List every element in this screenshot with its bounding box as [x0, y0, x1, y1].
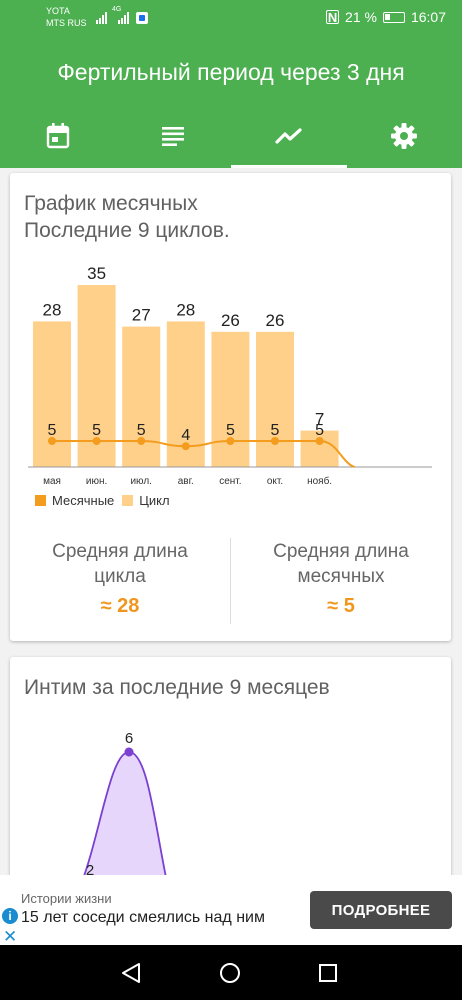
- ad-more-button[interactable]: ПОДРОБНЕЕ: [310, 891, 452, 929]
- chart-icon: [275, 127, 302, 144]
- status-bar: YOTA MTS RUS 4G N 21 % 16:07: [0, 0, 462, 35]
- legend-period-swatch: [35, 495, 46, 506]
- tab-settings[interactable]: [347, 103, 462, 168]
- tab-bar: [0, 103, 462, 168]
- calendar-icon: [46, 122, 69, 148]
- period-point-label: 5: [92, 422, 101, 439]
- carrier-1: YOTA: [46, 6, 70, 16]
- avg-period-stat: Средняя длина месячных ≈ 5: [231, 539, 451, 618]
- cycle-bar: [33, 321, 71, 467]
- home-icon[interactable]: [219, 962, 241, 984]
- x-tick-label: окт.: [267, 476, 283, 487]
- period-point: [48, 437, 56, 445]
- gear-icon: [391, 122, 418, 149]
- cycles-card-title: График месячных Последние 9 циклов.: [24, 190, 230, 244]
- period-point-label: 5: [315, 422, 324, 439]
- avg-cycle-stat: Средняя длина цикла ≈ 28: [10, 539, 230, 618]
- cycle-bar: [256, 331, 294, 467]
- cycle-bar: [77, 285, 116, 467]
- cycle-bar-label: 35: [87, 264, 106, 283]
- legend-cycle-swatch: [122, 495, 134, 506]
- app-title: Фертильный период через 3 дня: [57, 59, 405, 85]
- x-tick-label: июл.: [130, 476, 151, 487]
- period-point-label: 5: [271, 422, 280, 439]
- period-point: [271, 437, 279, 445]
- cycles-title-line2: Последние 9 циклов.: [24, 219, 230, 242]
- cycle-bar-label: 7: [315, 410, 324, 429]
- cycle-bar: [211, 331, 250, 467]
- system-nav-bar: [0, 945, 462, 1000]
- cycles-title-line1: График месячных: [24, 192, 198, 215]
- app-bar: Фертильный период через 3 дня: [0, 35, 462, 168]
- intimacy-chart: 6 2: [79, 730, 169, 888]
- x-tick-label: авг.: [178, 476, 194, 487]
- cycle-bar-label: 28: [43, 300, 62, 319]
- intimacy-peak-point: [124, 747, 134, 757]
- avg-period-label: Средняя длина месячных: [273, 541, 409, 587]
- period-line: [52, 440, 356, 468]
- back-icon[interactable]: [120, 962, 142, 984]
- cycle-bar-label: 26: [266, 311, 285, 330]
- period-point: [92, 437, 101, 445]
- avg-cycle-label: Средняя длина цикла: [52, 541, 188, 587]
- legend-cycle-label: Цикл: [139, 493, 170, 508]
- signal-icon: [96, 12, 148, 24]
- ad-info-icon[interactable]: i: [2, 908, 18, 924]
- period-point: [137, 437, 146, 445]
- cycle-bar: [300, 430, 339, 467]
- chart-legend: Месячные Цикл: [35, 493, 170, 508]
- ad-subtitle: Истории жизни: [21, 891, 112, 906]
- ad-close-icon[interactable]: ✕: [3, 927, 18, 946]
- cycles-chart: 28 35 27 28 26 26 7 мая июн. июл. авг. сент. окт. ноя…: [28, 264, 432, 487]
- tab-list[interactable]: [116, 103, 232, 168]
- period-point: [226, 437, 235, 445]
- avg-period-value: ≈ 5: [327, 595, 355, 617]
- cycles-card: График месячных Последние 9 циклов. 28 35…: [10, 173, 451, 641]
- carrier-2: MTS RUS: [46, 18, 87, 28]
- period-point: [315, 437, 324, 445]
- period-point-label: 5: [137, 422, 146, 439]
- recents-icon[interactable]: [318, 963, 338, 983]
- period-point: [181, 442, 190, 451]
- cycle-bar-label: 27: [132, 306, 151, 325]
- intimacy-area: [80, 752, 168, 887]
- cycle-bar-label: 28: [176, 300, 195, 319]
- intimacy-card: Интим за последние 9 месяцев 6 2: [10, 657, 451, 917]
- tab-calendar[interactable]: [0, 103, 116, 168]
- x-tick-label: сент.: [219, 476, 241, 487]
- period-point-label: 5: [226, 422, 235, 439]
- legend-period-label: Месячные: [52, 493, 115, 508]
- x-tick-label: нояб.: [307, 475, 332, 487]
- battery-percent: 21 %: [345, 9, 377, 25]
- intimacy-peak-label: 6: [125, 730, 133, 747]
- tab-chart[interactable]: [231, 103, 347, 168]
- period-point-label: 4: [181, 427, 190, 444]
- list-icon: [162, 126, 185, 146]
- intimacy-card-title: Интим за последние 9 месяцев: [24, 676, 330, 699]
- intimacy-side-label: 2: [86, 862, 94, 879]
- ad-text[interactable]: 15 лет соседи смеялись над ним: [21, 909, 265, 926]
- period-point-label: 5: [48, 422, 57, 439]
- stats-divider: [230, 538, 231, 624]
- cycle-bar: [122, 326, 161, 467]
- cycle-bar-label: 26: [221, 311, 240, 330]
- x-tick-label: мая: [43, 476, 61, 487]
- network-type: 4G: [112, 6, 122, 13]
- carrier-info: YOTA MTS RUS: [46, 5, 87, 29]
- nfc-icon: N: [326, 9, 340, 25]
- x-tick-label: июн.: [86, 476, 107, 487]
- ad-banner[interactable]: i ✕ Истории жизни 15 лет соседи смеялись…: [0, 875, 462, 946]
- avg-cycle-value: ≈ 28: [100, 595, 140, 617]
- battery-icon: [382, 11, 405, 23]
- clock: 16:07: [410, 9, 446, 25]
